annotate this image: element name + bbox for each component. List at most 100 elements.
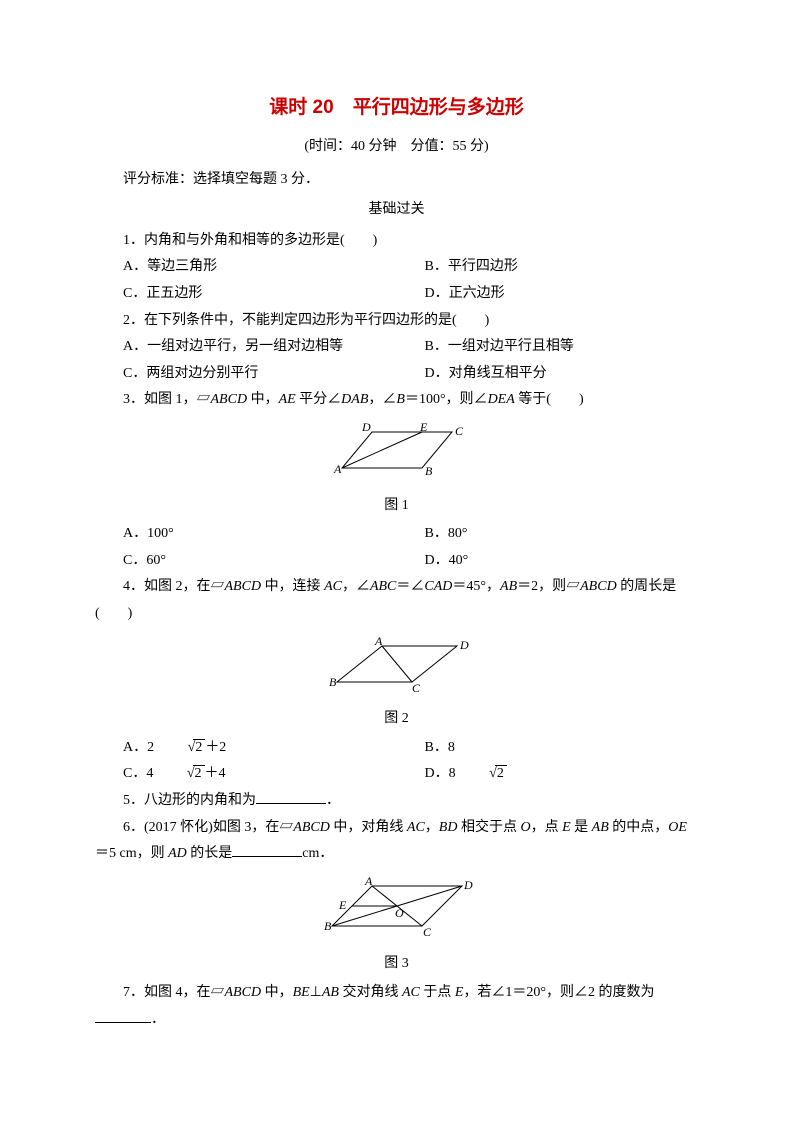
section-header: 基础过关 [95, 197, 698, 224]
svg-text:C: C [455, 424, 464, 438]
q6-blank [232, 844, 302, 858]
q4-i2: AC [324, 579, 342, 594]
q7-t6: ，若∠1＝20°，则∠2 的度数为 [463, 985, 654, 1000]
q3-opt-a: A．100° [95, 521, 397, 548]
q7-t5: 于点 [420, 985, 455, 1000]
q4-i1: ABCD [225, 579, 262, 594]
svg-text:A: A [333, 462, 342, 476]
q7-i4: AC [402, 985, 420, 1000]
q1-opt-c: C．正五边形 [95, 281, 397, 308]
svg-text:B: B [425, 464, 433, 478]
q1-options-row2: C．正五边形 D．正六边形 [95, 281, 698, 308]
q1-opt-b: B．平行四边形 [397, 254, 699, 281]
svg-text:O: O [395, 906, 404, 920]
svg-text:D: D [361, 420, 371, 434]
svg-text:E: E [338, 898, 347, 912]
q5-blank [256, 790, 326, 804]
q6-t4: 相交于点 [457, 820, 520, 835]
q4-i3: ABC [370, 579, 396, 594]
q6-l2i1: AD [168, 846, 187, 861]
svg-text:C: C [423, 925, 432, 939]
q4-t7: 的周长是 [617, 579, 677, 594]
svg-text:A: A [364, 874, 373, 888]
q7-t4: 交对角线 [339, 985, 402, 1000]
q4-options-row2: C．4 2＋4 D．8 2 [95, 761, 698, 788]
q1-stem: 1．内角和与外角和相等的多边形是( ) [95, 228, 698, 255]
q3-t5: ＝100°，则∠ [405, 392, 488, 407]
q6-l2t1: ＝5 cm，则 [95, 846, 168, 861]
q2-stem: 2．在下列条件中，不能判定四边形为平行四边形的是( ) [95, 308, 698, 335]
figure-3: A B C D E O [95, 874, 698, 950]
q3-opt-d: D．40° [397, 548, 699, 575]
q7-t1: 7．如图 4，在▱ [123, 985, 225, 1000]
q4-i5: AB [500, 579, 517, 594]
q6-i7: OE [668, 820, 687, 835]
q3-stem: 3．如图 1，▱ABCD 中，AE 平分∠DAB，∠B＝100°，则∠DEA 等… [95, 387, 698, 414]
q4-i4: CAD [424, 579, 452, 594]
q4-t4: ＝∠ [396, 579, 424, 594]
q6-i3: BD [439, 820, 458, 835]
q3-i4: B [396, 392, 405, 407]
q6-i2: AC [407, 820, 425, 835]
q2-opt-a: A．一组对边平行，另一组对边相等 [95, 334, 397, 361]
q7-i3: AB [322, 985, 339, 1000]
q6-i1: ABCD [293, 820, 330, 835]
q1-opt-d: D．正六边形 [397, 281, 699, 308]
svg-text:D: D [459, 638, 469, 652]
q4-t5: ＝45°， [452, 579, 500, 594]
q4-options-row1: A．2 2＋2 B．8 [95, 735, 698, 762]
q1-opt-a: A．等边三角形 [95, 254, 397, 281]
q3-i5: DEA [488, 392, 515, 407]
q6-l2t2: 的长是 [187, 846, 233, 861]
q5-tail: ． [326, 793, 340, 808]
figure-1-caption: 图 1 [95, 493, 698, 520]
q1-options-row1: A．等边三角形 B．平行四边形 [95, 254, 698, 281]
q6-t5: ，点 [531, 820, 563, 835]
q6-i6: AB [592, 820, 609, 835]
q2-opt-b: B．一组对边平行且相等 [397, 334, 699, 361]
q6-t1: 6．(2017 怀化)如图 3，在▱ [123, 820, 293, 835]
q7-stem: 7．如图 4，在▱ABCD 中，BE⊥AB 交对角线 AC 于点 E，若∠1＝2… [95, 980, 698, 1007]
q3-options-row2: C．60° D．40° [95, 548, 698, 575]
q4-opt-b: B．8 [397, 735, 699, 762]
q4-paren: ( ) [95, 601, 698, 628]
q3-t1: 3．如图 1，▱ [123, 392, 211, 407]
figure-2-caption: 图 2 [95, 706, 698, 733]
q4-t1: 4．如图 2，在▱ [123, 579, 225, 594]
worksheet-page: 课时 20 平行四边形与多边形 (时间：40 分钟 分值：55 分) 评分标准：… [0, 0, 793, 1122]
q3-opt-b: B．80° [397, 521, 699, 548]
figure-3-caption: 图 3 [95, 951, 698, 978]
svg-text:B: B [329, 675, 337, 689]
page-title: 课时 20 平行四边形与多边形 [95, 90, 698, 126]
q7-t2: 中， [261, 985, 293, 1000]
svg-text:B: B [324, 919, 332, 933]
q7-t3: ⊥ [310, 985, 322, 1000]
q3-t2: 中， [247, 392, 279, 407]
q4-t3: ，∠ [342, 579, 370, 594]
q5-text: 5．八边形的内角和为 [123, 793, 256, 808]
q4-t6: ＝2，则▱ [517, 579, 580, 594]
q3-options-row1: A．100° B．80° [95, 521, 698, 548]
q6-i5: E [562, 820, 571, 835]
svg-text:D: D [463, 878, 473, 892]
figure-1: A B C D E [95, 420, 698, 491]
svg-text:C: C [412, 681, 421, 694]
q7-tail: ． [151, 1012, 165, 1027]
q4-stem: 4．如图 2，在▱ABCD 中，连接 AC，∠ABC＝∠CAD＝45°，AB＝2… [95, 574, 698, 601]
svg-text:E: E [419, 420, 428, 434]
figure-2: A B C D [95, 634, 698, 705]
q3-opt-c: C．60° [95, 548, 397, 575]
q6-t7: 的中点， [609, 820, 669, 835]
q4-opt-d: D．8 2 [397, 761, 699, 788]
q7-blank [95, 1009, 151, 1023]
q4-opt-a: A．2 2＋2 [95, 735, 397, 762]
scoring-standard: 评分标准：选择填空每题 3 分． [123, 167, 698, 194]
q3-i2: AE [279, 392, 296, 407]
q3-i1: ABCD [211, 392, 248, 407]
q4-opt-c: C．4 2＋4 [95, 761, 397, 788]
q3-t3: 平分∠ [296, 392, 342, 407]
q2-options-row2: C．两组对边分别平行 D．对角线互相平分 [95, 361, 698, 388]
q5-stem: 5．八边形的内角和为 ． [95, 788, 698, 815]
q7-i1: ABCD [225, 985, 262, 1000]
q6-i4: O [520, 820, 530, 835]
